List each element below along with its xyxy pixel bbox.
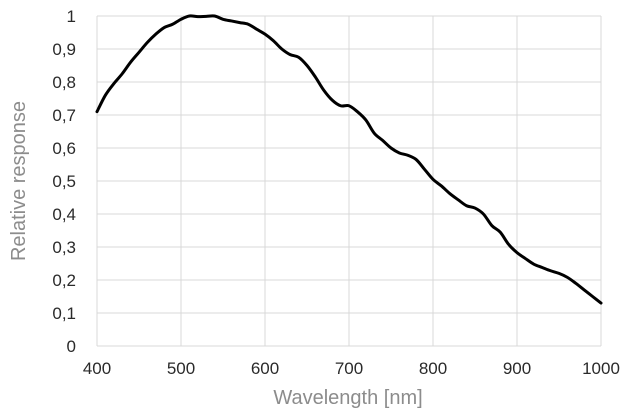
y-axis-tick-labels: 0 0,1 0,2 0,3 0,4 0,5 0,6 0,7 0,8 0,9 1	[52, 7, 76, 356]
x-axis-tick-labels: 400 500 600 700 800 900 1000	[83, 359, 620, 378]
x-tick-label: 800	[419, 359, 447, 378]
y-tick-label: 0,8	[52, 73, 76, 92]
y-tick-label: 0,1	[52, 304, 76, 323]
y-tick-label: 0	[67, 337, 76, 356]
x-tick-label: 700	[335, 359, 363, 378]
y-tick-label: 0,3	[52, 238, 76, 257]
x-tick-label: 1000	[582, 359, 620, 378]
y-tick-label: 1	[67, 7, 76, 26]
x-tick-label: 500	[167, 359, 195, 378]
series-layer	[95, 14, 603, 305]
y-tick-label: 0,5	[52, 172, 76, 191]
x-tick-label: 900	[503, 359, 531, 378]
y-tick-label: 0,9	[52, 40, 76, 59]
response-curve	[95, 14, 603, 305]
y-tick-label: 0,6	[52, 139, 76, 158]
y-tick-label: 0,4	[52, 205, 76, 224]
gridlines	[96, 15, 602, 347]
x-axis-title: Wavelength [nm]	[273, 387, 422, 409]
y-tick-label: 0,7	[52, 106, 76, 125]
x-tick-label: 400	[83, 359, 111, 378]
x-tick-label: 600	[251, 359, 279, 378]
y-tick-label: 0,2	[52, 271, 76, 290]
y-axis-title: Relative response	[8, 101, 30, 261]
